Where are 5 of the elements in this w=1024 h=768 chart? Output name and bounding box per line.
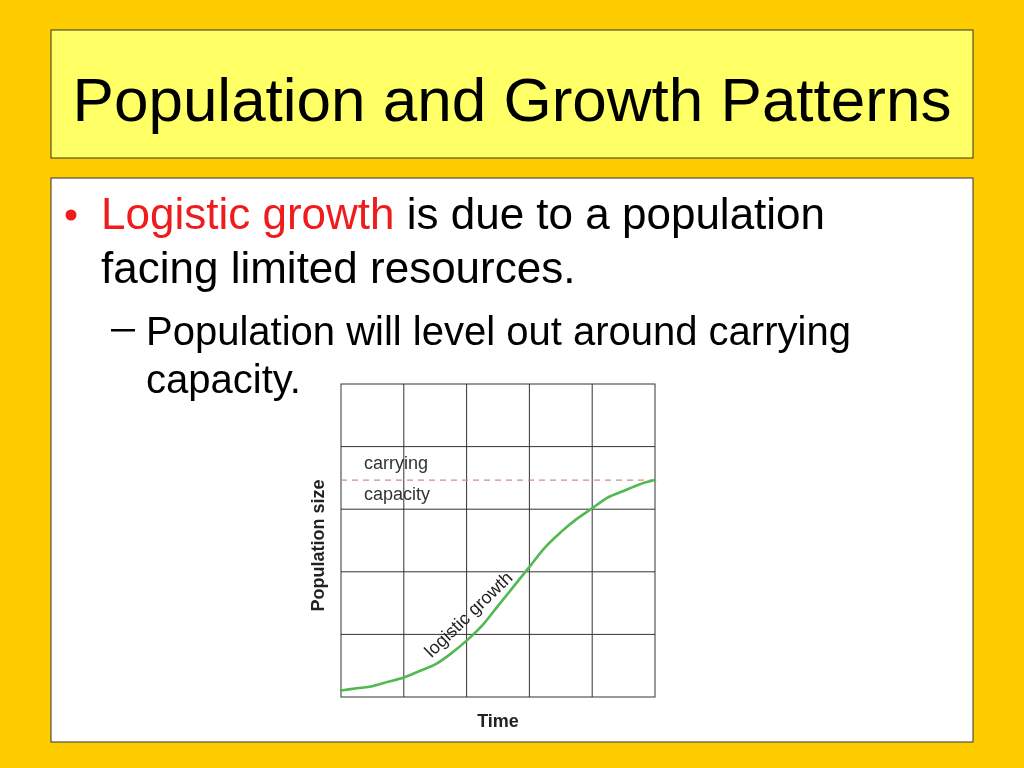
- text: Logistic growth is due to a population facing limited resources.: [101, 189, 826, 292]
- x-axis-title: Time: [477, 711, 519, 731]
- text: Population will level out around carrying capacity.: [146, 309, 851, 401]
- chart-title: Population and Growth Patterns: [72, 65, 952, 134]
- y-axis-title: Population size: [308, 479, 328, 612]
